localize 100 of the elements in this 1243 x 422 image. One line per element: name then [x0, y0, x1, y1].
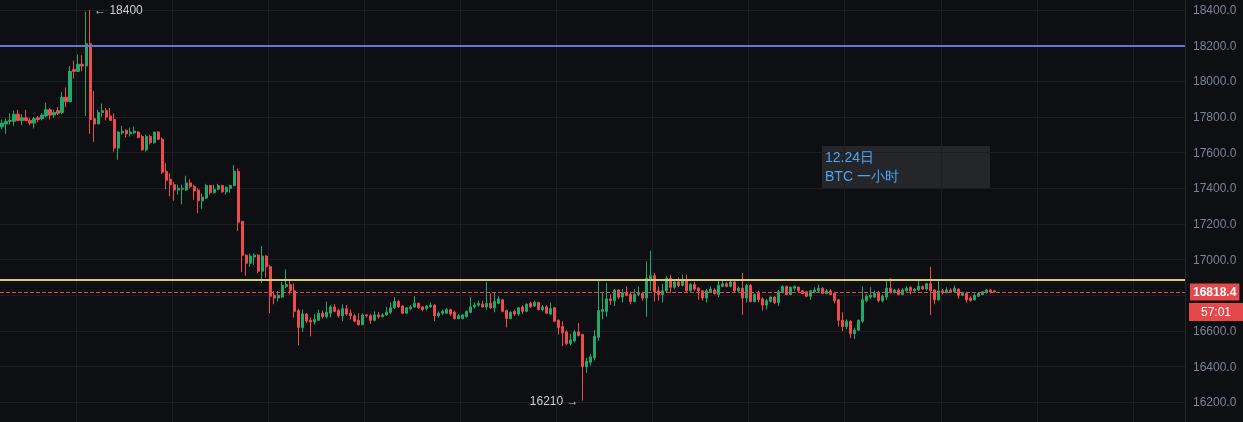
candlestick [937, 279, 940, 302]
candlestick [36, 115, 40, 123]
candlestick [145, 134, 148, 153]
candlestick [64, 86, 68, 108]
candlestick [457, 313, 460, 320]
candlestick [261, 245, 264, 284]
candlestick [921, 285, 924, 291]
annotation: 16210 → [529, 393, 579, 408]
candlestick [149, 134, 152, 146]
candlestick [573, 329, 576, 344]
candlestick [521, 304, 524, 315]
candlestick [817, 284, 820, 294]
candlestick [377, 311, 380, 320]
y-tick-label: 18400.0 [1193, 2, 1237, 17]
candlestick [525, 302, 528, 313]
candlestick [765, 298, 768, 311]
y-tick-label: 17800.0 [1193, 109, 1237, 124]
candlestick [329, 304, 332, 319]
candlestick [849, 319, 852, 339]
candlestick [945, 286, 948, 295]
candlestick [745, 283, 748, 303]
candlestick [405, 306, 408, 314]
candlestick [529, 301, 532, 309]
candlestick [545, 304, 548, 315]
candlestick [633, 288, 636, 303]
candlestick [213, 184, 216, 195]
candlestick [72, 60, 76, 80]
candlestick [489, 293, 492, 310]
candlestick [353, 313, 356, 323]
candlestick [309, 317, 312, 337]
candlestick [537, 301, 540, 311]
candlestick [48, 107, 52, 121]
candlestick [125, 128, 128, 138]
candlestick [80, 54, 84, 72]
candlestick [385, 306, 388, 317]
candlestick [117, 130, 120, 161]
candlestick [473, 301, 476, 310]
candlestick [517, 306, 520, 317]
candlestick [905, 285, 908, 293]
candlestick [981, 290, 984, 296]
candlestick [469, 296, 472, 314]
candlestick [689, 282, 692, 293]
candlestick [917, 279, 920, 292]
candlestick [481, 300, 484, 309]
candlestick [325, 301, 328, 320]
y-tick-label: 18000.0 [1193, 74, 1237, 89]
candlestick [153, 131, 156, 145]
candlestick [253, 252, 256, 266]
candlestick [341, 303, 344, 322]
candlestick [725, 281, 728, 288]
candlestick [373, 310, 376, 322]
candlestick [197, 187, 200, 214]
candlestick [677, 276, 680, 288]
candlestick [369, 313, 372, 325]
candlestick [453, 309, 456, 320]
candlestick [76, 53, 80, 72]
candlestick [845, 318, 848, 330]
candlestick [317, 309, 320, 321]
candlestick [429, 301, 432, 309]
candlestick [52, 109, 56, 119]
candlestick [401, 304, 404, 315]
candlestick [549, 301, 552, 316]
y-tick-label: 17400.0 [1193, 181, 1237, 196]
y-tick-label: 16400.0 [1193, 359, 1237, 374]
candlestick [825, 288, 828, 295]
candlestick [605, 282, 608, 318]
candlestick [133, 126, 136, 135]
candlestick [60, 91, 64, 115]
candlestick [973, 293, 976, 302]
candlestick [789, 285, 792, 296]
candlestick [433, 303, 436, 322]
candlestick [68, 65, 72, 103]
candlestick [737, 285, 740, 294]
y-tick-label: 17200.0 [1193, 216, 1237, 231]
candlestick [621, 288, 624, 303]
candlestick [337, 308, 340, 319]
annotation: ← 18400 [94, 2, 144, 17]
candlestick [321, 309, 324, 320]
candlestick [12, 110, 16, 127]
candlestick [85, 11, 88, 117]
candlestick [485, 281, 488, 311]
candlestick [449, 308, 452, 317]
candlestick [413, 295, 416, 309]
candlestick [56, 106, 60, 116]
candlestick [0, 119, 4, 130]
candlestick [105, 107, 108, 121]
candlestick [969, 295, 972, 303]
candlestick [24, 109, 28, 122]
candlestick [569, 333, 572, 346]
candlestick [777, 289, 780, 307]
y-tick-label: 17000.0 [1193, 252, 1237, 267]
text: BTC 一小时 [825, 168, 899, 184]
y-tick-label: 18200.0 [1193, 38, 1237, 53]
candlestick [953, 285, 956, 294]
candlestick [421, 305, 424, 312]
candlestick [417, 301, 420, 310]
candlestick [141, 134, 144, 152]
candlestick [225, 185, 228, 195]
candlestick [357, 312, 360, 327]
candlestick [869, 286, 872, 300]
